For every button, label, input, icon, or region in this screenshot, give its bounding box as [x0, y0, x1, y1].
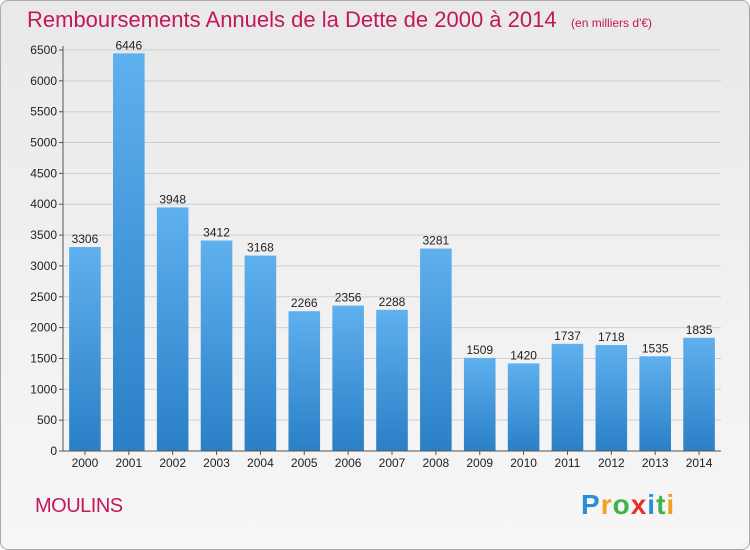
y-tick-label-5500: 5500: [30, 105, 57, 119]
logo-letter: r: [600, 489, 613, 520]
bar-2010: [507, 363, 540, 451]
x-tick-label-2014: 2014: [686, 456, 713, 470]
bar-2002: [156, 207, 189, 451]
x-tick-label-2008: 2008: [423, 456, 450, 470]
x-tick-label-2003: 2003: [203, 456, 230, 470]
chart-title: Remboursements Annuels de la Dette de 20…: [27, 7, 652, 33]
data-label-2009: 1509: [466, 343, 493, 357]
bars: 3306 6446 3948 3412 3168 2266 2356 2288 3281 1509…: [69, 38, 715, 451]
y-tick-label-5000: 5000: [30, 136, 57, 150]
logo-letter: x: [630, 489, 648, 520]
y-tick-label-4500: 4500: [30, 166, 57, 180]
logo-letter: i: [647, 489, 657, 520]
bar-2008: [420, 248, 452, 451]
y-tick-label-6500: 6500: [30, 43, 57, 57]
commune-name: MOULINS: [35, 495, 123, 517]
x-tick-label-2006: 2006: [335, 456, 362, 470]
x-tick-label-2011: 2011: [555, 456, 581, 470]
y-tick-label-2000: 2000: [30, 321, 57, 335]
bar-2004: [244, 255, 277, 451]
y-tick-label-3500: 3500: [30, 228, 57, 242]
bar-2011: [551, 343, 584, 451]
data-label-2006: 2356: [335, 291, 362, 305]
bar-2007: [376, 309, 408, 451]
x-tick-label-2012: 2012: [598, 456, 625, 470]
x-tick-label-2005: 2005: [291, 456, 318, 470]
bar-2006: [332, 305, 364, 451]
y-tick-label-3000: 3000: [30, 259, 57, 273]
x-tick-label-2001: 2001: [115, 456, 142, 470]
x-tick-label-2004: 2004: [247, 456, 274, 470]
y-tick-label-0: 0: [50, 444, 57, 458]
y-tick-label-6000: 6000: [30, 74, 57, 88]
logo-letter: i: [666, 489, 676, 520]
data-label-2010: 1420: [510, 348, 537, 362]
y-tick-label-4000: 4000: [30, 197, 57, 211]
axes: 0 500 1000 1500 2000 2500 3000 3500 4000 4500 5000…: [30, 43, 721, 470]
logo-letter: t: [656, 489, 667, 520]
data-label-2007: 2288: [379, 295, 406, 309]
bar-2005: [288, 311, 321, 451]
data-label-2004: 3168: [247, 241, 274, 255]
data-label-2000: 3306: [72, 232, 99, 246]
logo-letter: P: [581, 489, 601, 520]
data-label-2011: 1737: [554, 329, 581, 343]
data-label-2005: 2266: [291, 296, 318, 310]
y-tick-label-2500: 2500: [30, 290, 57, 304]
x-tick-label-2007: 2007: [379, 456, 406, 470]
bar-2009: [463, 357, 496, 451]
x-tick-label-2000: 2000: [72, 456, 99, 470]
data-label-2012: 1718: [598, 330, 625, 344]
bar-2001: [113, 53, 145, 451]
x-tick-label-2009: 2009: [466, 456, 493, 470]
x-tick-label-2002: 2002: [159, 456, 186, 470]
data-label-2001: 6446: [115, 38, 142, 52]
data-label-2013: 1535: [642, 341, 669, 355]
chart-title-unit: (en milliers d'€): [571, 16, 653, 30]
bar-2003: [200, 240, 233, 451]
x-tick-label-2010: 2010: [510, 456, 537, 470]
data-label-2003: 3412: [203, 226, 230, 240]
y-tick-label-1000: 1000: [30, 382, 57, 396]
data-label-2008: 3281: [423, 234, 450, 248]
x-tick-label-2013: 2013: [642, 456, 669, 470]
y-tick-label-1500: 1500: [30, 351, 57, 365]
bar-2014: [683, 337, 715, 451]
bar-2012: [595, 345, 628, 451]
logo-letter: o: [612, 489, 631, 520]
chart-title-main: Remboursements Annuels de la Dette de 20…: [27, 7, 557, 32]
bar-2000: [69, 247, 101, 451]
data-label-2014: 1835: [686, 323, 713, 337]
data-label-2002: 3948: [159, 192, 186, 206]
y-tick-label-500: 500: [37, 413, 57, 427]
bar-2013: [639, 356, 671, 451]
proxiti-logo: Proxiti: [581, 489, 675, 521]
